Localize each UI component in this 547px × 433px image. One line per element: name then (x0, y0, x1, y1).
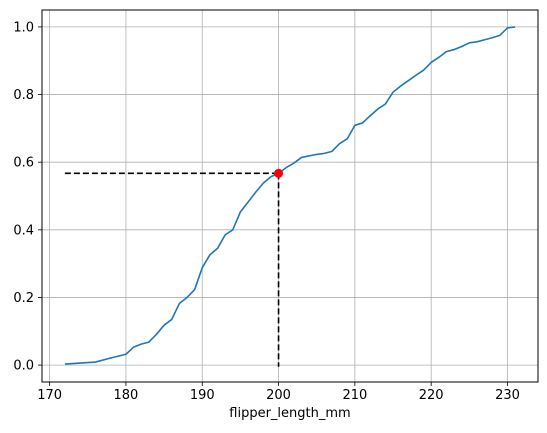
x-tick-label: 220 (419, 388, 444, 403)
x-tick-label: 210 (342, 388, 367, 403)
marker-layer (274, 168, 284, 178)
grid (42, 10, 538, 382)
reference-guides (64, 172, 280, 367)
y-tick-label: 0.4 (13, 223, 34, 238)
x-tick-label: 180 (114, 388, 139, 403)
x-tick-label: 170 (37, 388, 62, 403)
y-tick-label: 0.2 (13, 291, 34, 306)
cdf-line (64, 26, 516, 365)
x-tick-label: 190 (190, 388, 215, 403)
y-axis-ticks: 0.0 0.2 0.4 0.6 0.8 1.0 (13, 20, 42, 374)
x-tick-label: 200 (266, 388, 291, 403)
y-tick-label: 0.8 (13, 88, 34, 103)
x-tick-label: 230 (495, 388, 520, 403)
x-axis-ticks: 170 180 190 200 210 220 230 (37, 382, 520, 403)
x-axis-label: flipper_length_mm (229, 406, 350, 421)
y-tick-label: 0.0 (13, 359, 34, 374)
series-layer (64, 26, 516, 365)
y-tick-label: 1.0 (13, 20, 34, 35)
y-tick-label: 0.6 (13, 156, 34, 171)
reference-point-marker (274, 168, 284, 178)
plot-frame (41, 9, 539, 383)
